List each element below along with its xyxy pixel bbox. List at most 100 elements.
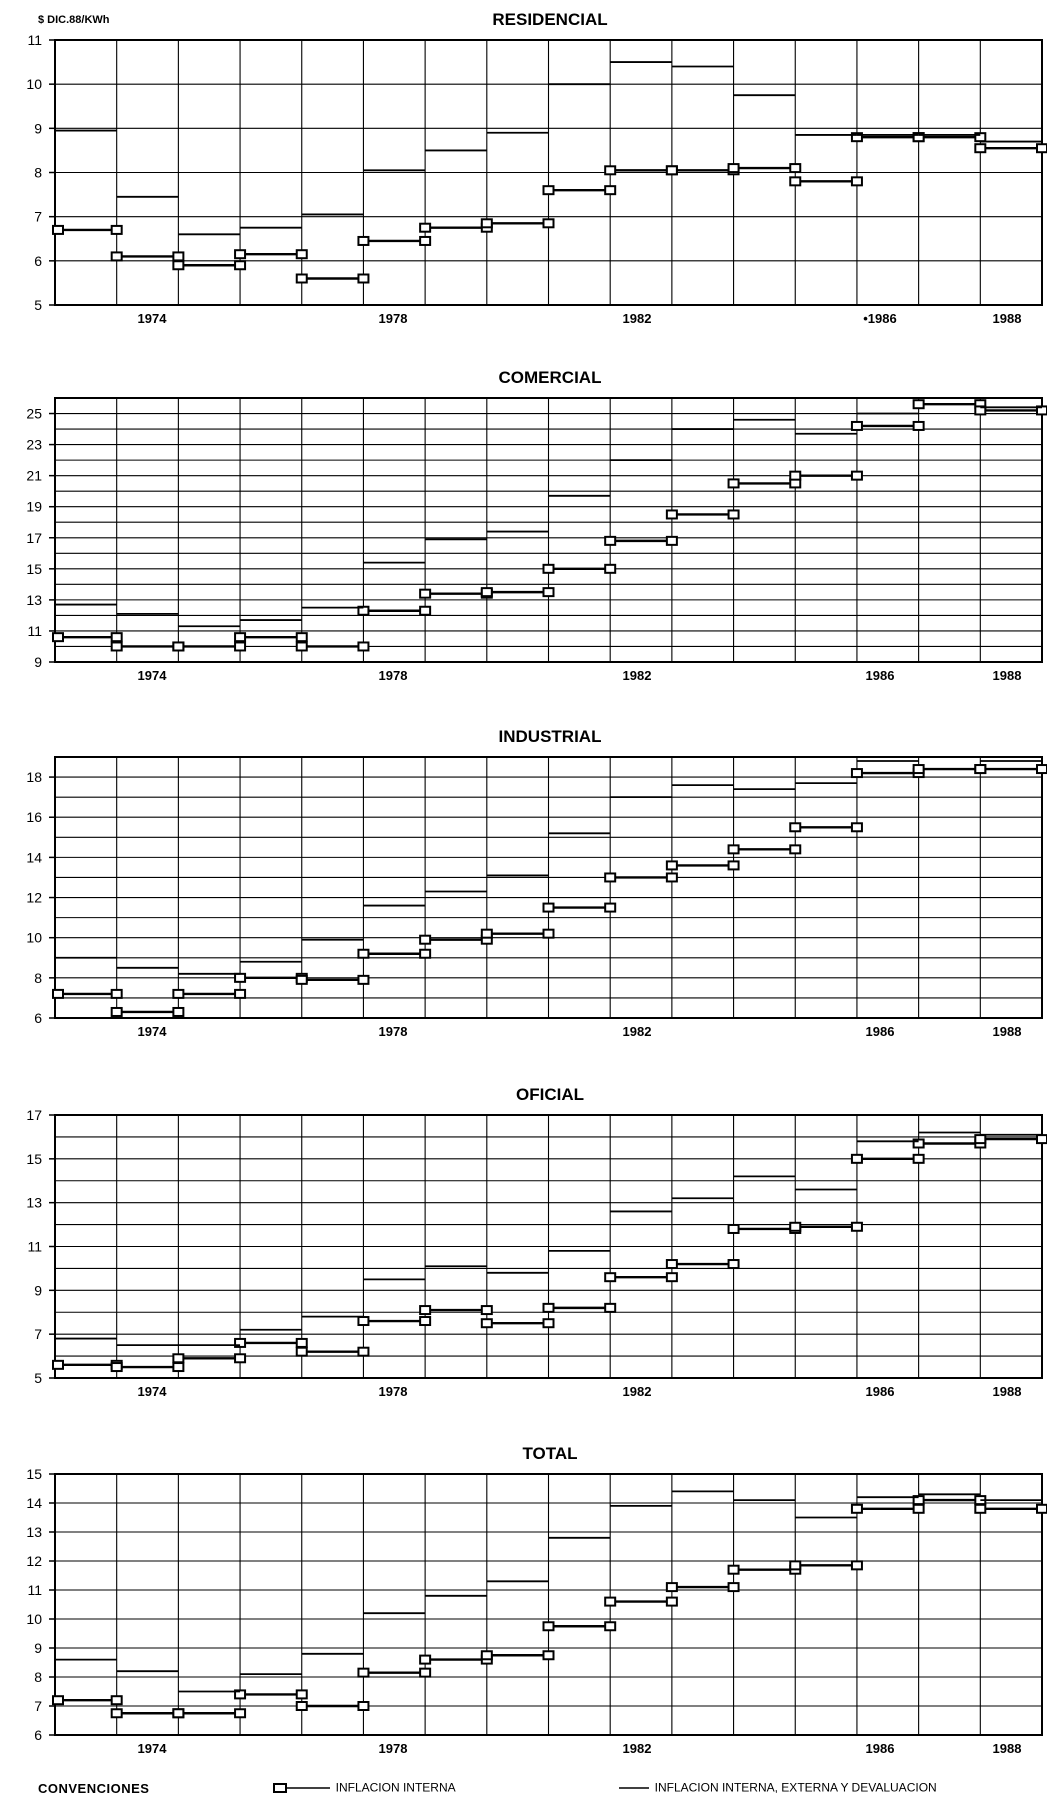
square-marker <box>665 1596 678 1607</box>
series-inflacion-total <box>55 756 1042 975</box>
x-tick-label: 1982 <box>623 668 652 683</box>
square-marker <box>974 764 987 775</box>
square-marker <box>727 1259 740 1270</box>
legend: CONVENCIONES INFLACION INTERNA INFLACION… <box>0 1775 1047 1805</box>
y-tick-label: 10 <box>26 1611 42 1627</box>
y-tick-label: 14 <box>26 1495 42 1511</box>
x-tick-label: 1974 <box>138 1741 168 1756</box>
square-marker <box>665 1582 678 1593</box>
x-tick-label: •1986 <box>863 311 896 326</box>
x-tick-label: 1978 <box>379 668 408 683</box>
y-tick-label: 11 <box>27 1582 42 1598</box>
legend-item-inflacion-interna: INFLACION INTERNA <box>272 1779 456 1795</box>
plot-frame <box>54 756 1043 1019</box>
y-tick-label: 18 <box>26 769 42 785</box>
series-inflacion-interna <box>52 1495 1047 1719</box>
square-marker <box>850 1221 863 1232</box>
x-tick-label: 1988 <box>993 1384 1022 1399</box>
square-marker <box>542 902 555 913</box>
x-tick-label: 1982 <box>623 1741 652 1756</box>
square-marker <box>52 988 64 999</box>
square-marker <box>1036 764 1047 775</box>
square-marker <box>234 641 247 652</box>
square-marker <box>604 563 617 574</box>
square-marker <box>419 588 432 599</box>
y-tick-label: 9 <box>34 654 42 670</box>
y-tick-label: 15 <box>26 1466 42 1482</box>
square-marker <box>295 1346 308 1357</box>
square-marker <box>850 822 863 833</box>
series-inflacion-total <box>55 61 1042 236</box>
square-marker <box>912 764 925 775</box>
square-marker <box>295 273 308 284</box>
square-marker <box>850 1560 863 1571</box>
square-marker <box>480 928 493 939</box>
y-tick-label: 7 <box>34 209 42 225</box>
square-marker <box>912 1495 925 1506</box>
chart-title: RESIDENCIAL <box>492 10 607 29</box>
square-marker <box>110 988 123 999</box>
square-marker <box>172 1353 185 1364</box>
y-tick-label: 9 <box>34 1640 42 1656</box>
square-marker <box>912 420 925 431</box>
y-axis-label: $ DIC.88/KWh <box>38 14 110 26</box>
x-tick-label: 1982 <box>623 311 652 326</box>
square-marker <box>850 1153 863 1164</box>
x-tick-label: 1986 <box>866 1741 895 1756</box>
square-marker <box>419 235 432 246</box>
square-marker-line-icon <box>273 1782 330 1793</box>
x-tick-label: 1974 <box>138 1384 168 1399</box>
plot-frame <box>54 397 1043 663</box>
square-marker <box>357 1701 370 1711</box>
square-marker <box>172 988 185 999</box>
y-tick-label: 16 <box>26 809 42 825</box>
square-marker <box>234 1353 247 1364</box>
square-marker <box>52 632 64 643</box>
x-tick-label: 1978 <box>379 1384 408 1399</box>
square-marker <box>52 1359 64 1370</box>
y-tick-label: 9 <box>34 1282 42 1298</box>
square-marker <box>789 844 802 855</box>
square-marker <box>172 1708 185 1719</box>
y-tick-label: 8 <box>34 165 42 181</box>
y-tick-label: 10 <box>26 930 42 946</box>
y-tick-label: 10 <box>26 76 42 92</box>
y-tick-label: 15 <box>26 561 42 577</box>
square-marker <box>665 872 678 883</box>
y-tick-label: 7 <box>34 1326 42 1342</box>
chart-title: INDUSTRIAL <box>499 727 602 746</box>
chart-title: TOTAL <box>522 1444 577 1463</box>
x-tick-label: 1978 <box>379 1741 408 1756</box>
y-tick-label: 19 <box>26 499 42 515</box>
square-marker <box>850 176 863 187</box>
y-tick-label: 12 <box>26 1553 42 1569</box>
square-marker <box>172 641 185 652</box>
y-tick-label: 15 <box>26 1151 42 1167</box>
square-marker <box>480 587 493 598</box>
square-marker <box>604 165 617 176</box>
square-marker <box>295 641 308 652</box>
series-inflacion-interna <box>52 399 1047 652</box>
square-marker <box>357 1667 370 1678</box>
y-tick-label: 13 <box>26 592 42 608</box>
y-tick-label: 9 <box>34 120 42 136</box>
square-marker <box>357 273 370 284</box>
square-marker <box>542 218 555 229</box>
x-tick-label: 1988 <box>993 1024 1022 1039</box>
square-marker <box>357 641 370 652</box>
square-marker <box>604 902 617 913</box>
square-marker <box>357 948 370 959</box>
square-marker <box>665 165 678 176</box>
square-marker <box>850 470 863 481</box>
x-tick-label: 1988 <box>993 1741 1022 1756</box>
square-marker <box>295 1701 308 1711</box>
chart-industrial: INDUSTRIAL 6 8 10 12 14 16 18 1974 1978 1982 1986 19… <box>26 727 1047 1039</box>
square-marker <box>850 1503 863 1514</box>
square-marker <box>665 535 678 546</box>
square-marker <box>234 972 247 983</box>
square-marker <box>480 1318 493 1329</box>
square-marker <box>974 143 987 154</box>
square-marker <box>52 1695 64 1706</box>
square-marker <box>974 1134 987 1145</box>
legend-label-2: INFLACION INTERNA, EXTERNA Y DEVALUACION <box>654 1780 937 1795</box>
